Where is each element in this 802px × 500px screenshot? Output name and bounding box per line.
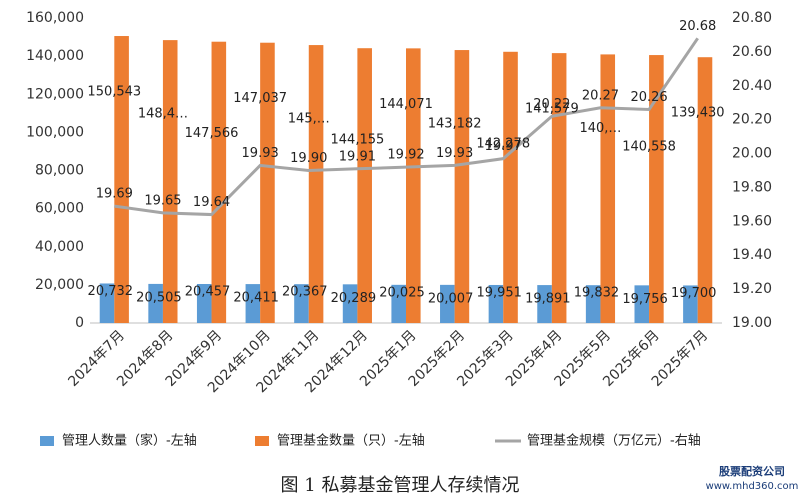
y-tick-label: 120,000 xyxy=(26,86,84,102)
data-label: 20,457 xyxy=(185,285,231,300)
y2-tick-label: 19.00 xyxy=(732,315,772,331)
y-tick-label: 40,000 xyxy=(35,239,84,255)
bar xyxy=(391,284,406,323)
bar xyxy=(649,55,664,324)
bar xyxy=(406,48,421,323)
legend-swatch xyxy=(255,436,269,446)
data-label: 20.26 xyxy=(630,90,667,105)
data-label: 19.69 xyxy=(96,187,133,202)
data-label: 19.65 xyxy=(144,193,181,208)
data-label: 20.22 xyxy=(533,97,570,112)
line xyxy=(114,37,699,217)
y2-tick-label: 19.60 xyxy=(732,213,772,229)
y-tick-label: 60,000 xyxy=(35,201,84,217)
y-tick-label: 160,000 xyxy=(26,10,84,26)
y-tick-label: 20,000 xyxy=(35,277,84,293)
watermark: 股票配资公司 xyxy=(719,464,785,478)
bar xyxy=(114,36,129,323)
y2-tick-label: 20.20 xyxy=(732,112,772,128)
legend-swatch xyxy=(40,436,54,446)
data-label: 19.91 xyxy=(339,149,376,164)
bar xyxy=(488,284,504,323)
y-tick-label: 140,000 xyxy=(26,48,84,64)
bar xyxy=(211,41,227,324)
data-label: 147,037 xyxy=(233,91,287,106)
data-label: 20,025 xyxy=(379,285,425,300)
legend-label: 管理人数量（家）-左轴 xyxy=(62,433,197,449)
y2-tick-label: 20.60 xyxy=(732,44,772,60)
data-label: 20.27 xyxy=(582,88,619,103)
bar xyxy=(697,57,713,324)
watermark: www.mhd360.com xyxy=(706,481,799,492)
bar xyxy=(683,285,698,323)
data-label: 144,071 xyxy=(379,97,433,112)
bar xyxy=(294,284,309,323)
y2-tick-label: 19.80 xyxy=(732,179,772,195)
bar xyxy=(585,285,601,323)
data-label: 144,155 xyxy=(331,133,385,148)
data-label: 19,951 xyxy=(476,285,522,300)
data-label: 19,756 xyxy=(622,292,668,307)
data-label: 19.93 xyxy=(242,146,279,161)
data-label: 19,700 xyxy=(671,286,717,301)
bar xyxy=(357,48,372,324)
data-label: 139,430 xyxy=(671,106,725,121)
data-label: 20.68 xyxy=(679,19,716,34)
bar xyxy=(600,54,616,324)
bar xyxy=(162,40,178,324)
data-label: 20,411 xyxy=(233,291,279,306)
caption: 图 1 私募基金管理人存续情况 xyxy=(281,475,520,496)
data-label: 20,505 xyxy=(136,290,182,305)
legend-label: 管理基金数量（只）-左轴 xyxy=(277,433,425,449)
y2-tick-label: 20.00 xyxy=(732,146,772,162)
bar xyxy=(551,53,567,324)
y-tick-label: 100,000 xyxy=(26,124,84,140)
data-label: 148,4… xyxy=(138,107,188,122)
data-label: 145,… xyxy=(288,112,330,127)
bar xyxy=(260,42,275,323)
bar xyxy=(454,50,470,323)
data-label: 143,182 xyxy=(428,117,482,132)
data-label: 147,566 xyxy=(185,126,239,141)
bar xyxy=(196,284,212,323)
data-label: 19.92 xyxy=(387,148,424,163)
bar xyxy=(342,284,358,323)
bar xyxy=(99,283,115,323)
y2-tick-label: 19.20 xyxy=(732,281,772,297)
bar xyxy=(245,284,261,323)
data-label: 20,732 xyxy=(88,284,134,299)
data-label: 20,007 xyxy=(428,291,474,306)
y-tick-label: 80,000 xyxy=(35,163,84,179)
y2-tick-label: 19.40 xyxy=(732,247,772,263)
y2-tick-label: 20.40 xyxy=(732,78,772,94)
data-label: 19.93 xyxy=(436,146,473,161)
data-label: 20,289 xyxy=(331,291,377,306)
data-label: 19,891 xyxy=(525,292,571,307)
data-label: 19.90 xyxy=(290,151,327,166)
bar xyxy=(308,45,324,323)
bar xyxy=(634,285,650,323)
data-label: 140,558 xyxy=(622,140,676,155)
data-label: 140,… xyxy=(579,121,621,136)
data-label: 141,579 xyxy=(525,102,579,117)
bar xyxy=(537,285,552,323)
bar xyxy=(440,284,455,323)
bar xyxy=(148,283,163,323)
y-tick-label: 0 xyxy=(75,315,84,331)
legend-label: 管理基金规模（万亿元）-右轴 xyxy=(527,433,701,449)
y2-tick-label: 20.80 xyxy=(732,10,772,26)
data-label: 20,367 xyxy=(282,285,328,300)
data-label: 19.64 xyxy=(193,195,230,210)
data-label: 142,278 xyxy=(476,136,530,151)
data-label: 19,832 xyxy=(574,286,620,301)
data-label: 19.97 xyxy=(485,139,522,154)
bar xyxy=(503,51,518,323)
data-label: 150,543 xyxy=(87,85,141,100)
